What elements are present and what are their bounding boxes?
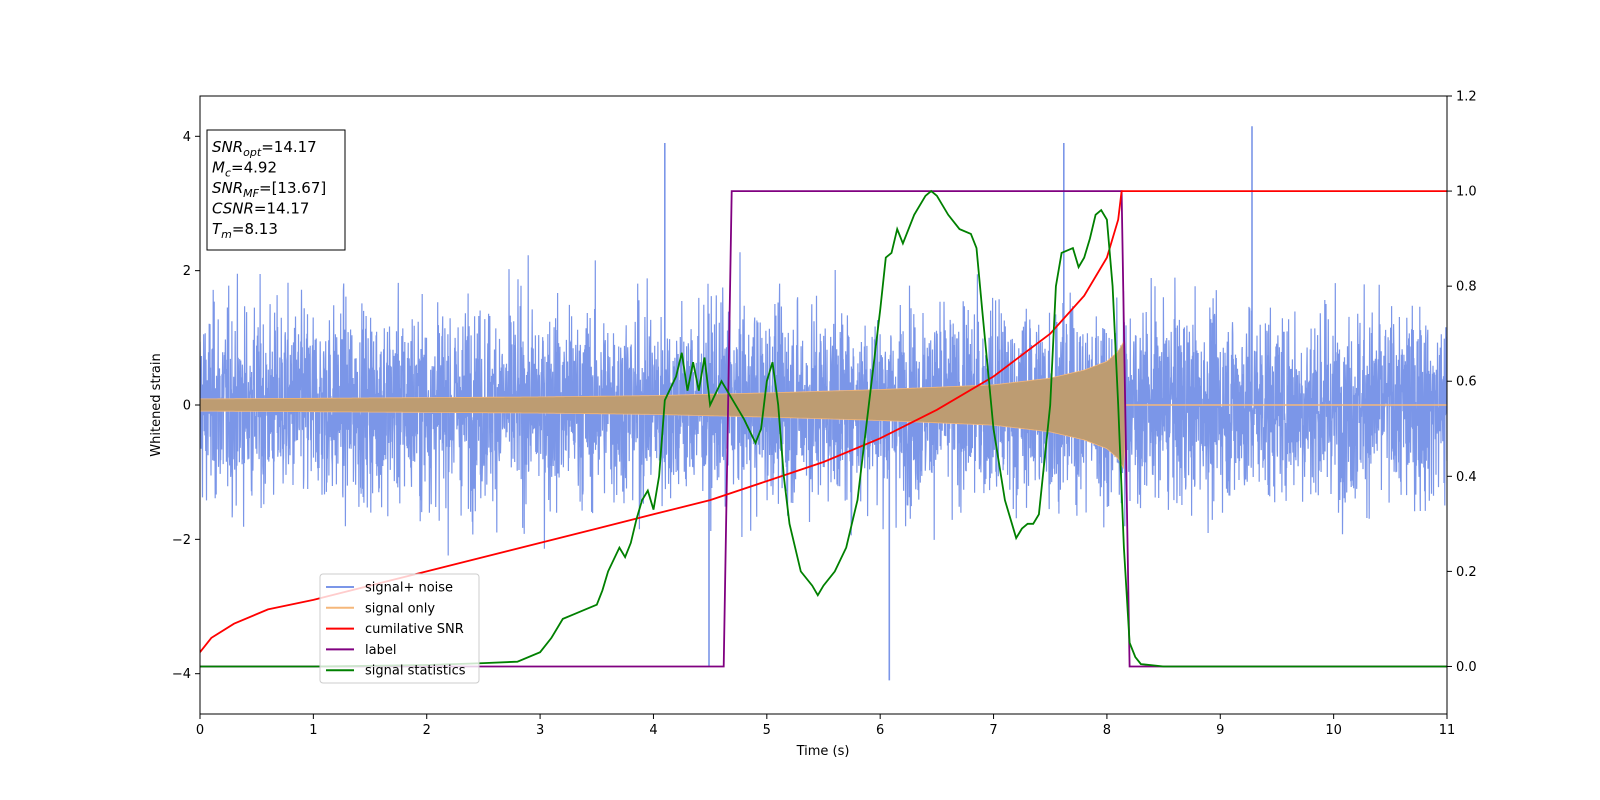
y-tick-label: −4 xyxy=(172,667,191,682)
y2-tick-label: 0.2 xyxy=(1456,565,1477,580)
y-tick-label: 0 xyxy=(183,399,191,414)
info-box-frame xyxy=(206,129,346,251)
legend-label-signal-only: signal only xyxy=(365,601,435,616)
x-tick-label: 0 xyxy=(196,723,204,738)
axes-layer: 0 1 2 3 4 5 6 7 8 9 10 11 4 2 0 −2 −4 1.2 1.0 0.8 0.6 0.4 0.2 0… xyxy=(172,90,1477,739)
x-tick-label: 2 xyxy=(423,723,431,738)
series-cumilative-snr xyxy=(200,190,1447,653)
x-tick-label: 3 xyxy=(536,723,544,738)
x-tick-label: 1 xyxy=(309,723,317,738)
info-line: SNRMF=[13.67] xyxy=(212,179,326,200)
y-tick-label: 2 xyxy=(183,264,191,279)
y2-tick-label: 0.6 xyxy=(1456,375,1477,390)
series-signal-only xyxy=(200,340,1126,470)
legend-label-signal-noise: signal+ noise xyxy=(365,581,453,596)
y-tick-label: 4 xyxy=(183,130,191,145)
x-axis-label: Time (s) xyxy=(796,744,850,759)
x-tick-label: 5 xyxy=(763,723,771,738)
legend: signal+ noise signal only cumilative SNR la… xyxy=(319,573,480,684)
info-line: SNRopt=14.17 xyxy=(212,138,317,159)
y-tick-label: −2 xyxy=(172,533,191,548)
series-layer xyxy=(200,126,1447,681)
y2-tick-label: 1.2 xyxy=(1456,90,1477,105)
info-line: Tm=8.13 xyxy=(212,220,278,241)
x-tick-label: 7 xyxy=(989,723,997,738)
y2-tick-label: 1.0 xyxy=(1456,185,1477,200)
y-axis-label: Whitened strain xyxy=(149,353,164,456)
legend-frame xyxy=(319,573,480,684)
x-tick-label: 4 xyxy=(649,723,657,738)
x-tick-label: 10 xyxy=(1325,723,1342,738)
legend-label-cumilative-snr: cumilative SNR xyxy=(365,622,464,637)
info-line: Mc=4.92 xyxy=(212,159,277,180)
series-signal-noise-peaks xyxy=(664,126,1253,681)
x-tick-label: 8 xyxy=(1103,723,1111,738)
legend-label-label: label xyxy=(365,643,396,658)
y2-tick-label: 0.4 xyxy=(1456,470,1477,485)
info-line: CSNR=14.17 xyxy=(212,200,309,218)
x-tick-label: 9 xyxy=(1216,723,1224,738)
y2-tick-label: 0.8 xyxy=(1456,280,1477,295)
legend-label-signal-statistics: signal statistics xyxy=(365,664,466,679)
info-box: SNRopt=14.17Mc=4.92SNRMF=[13.67]CSNR=14.… xyxy=(206,129,346,251)
x-tick-label: 11 xyxy=(1439,723,1456,738)
x-tick-label: 6 xyxy=(876,723,884,738)
y2-tick-label: 0.0 xyxy=(1456,660,1477,675)
series-signal-statistics xyxy=(200,189,1447,668)
